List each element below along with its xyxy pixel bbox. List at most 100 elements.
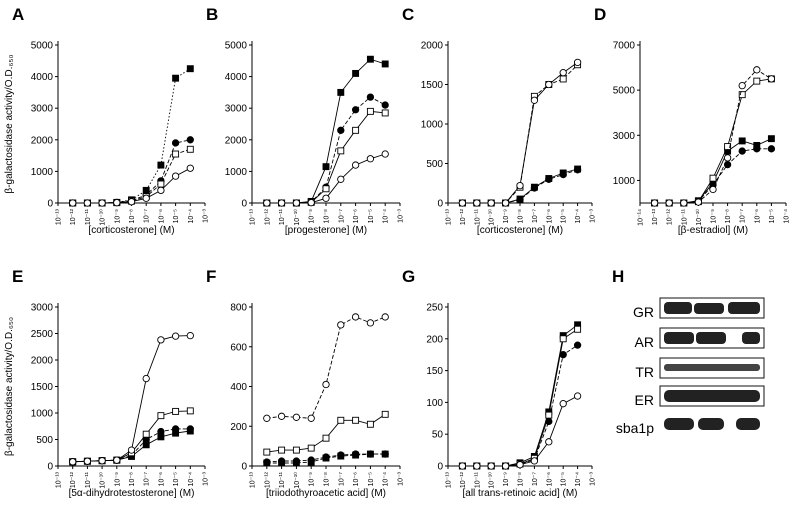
- x-tick-label: 10⁻⁶: [353, 209, 360, 223]
- marker: [307, 456, 315, 464]
- marker: [113, 199, 121, 207]
- marker: [157, 161, 165, 169]
- panel-letter: F: [206, 267, 216, 286]
- x-tick-label: 10⁻¹³: [56, 208, 63, 225]
- x-tick-label: 10⁻¹²: [460, 471, 467, 488]
- marker: [127, 198, 136, 206]
- x-tick-label: 10⁻¹³: [250, 471, 257, 488]
- marker: [530, 96, 539, 104]
- marker: [322, 380, 330, 389]
- x-tick-label: 10⁻¹⁴: [638, 209, 645, 226]
- x-tick-label: 10⁻³: [203, 471, 210, 485]
- marker: [322, 453, 330, 461]
- chart-panel: 0 500 1000 1500 2000 10⁻¹³ 10⁻¹² 10⁻¹¹ 10⁻¹⁰ 10⁻⁹…: [402, 5, 597, 236]
- marker: [172, 407, 180, 415]
- marker: [307, 199, 315, 207]
- y-tick-label: 150: [426, 366, 443, 377]
- marker: [724, 143, 732, 151]
- series-line: [266, 316, 386, 419]
- x-tick-label: 10⁻¹³: [446, 208, 453, 225]
- marker: [172, 74, 180, 82]
- marker: [381, 450, 389, 458]
- x-tick-label: 10⁻¹⁰: [488, 472, 496, 489]
- x-tick-label: 10⁻⁷: [532, 209, 539, 223]
- marker: [83, 457, 92, 465]
- x-tick-label: 10⁻¹³: [446, 471, 453, 488]
- panel-letter: H: [612, 267, 624, 286]
- marker: [186, 425, 194, 433]
- marker: [530, 457, 539, 465]
- marker: [530, 184, 539, 192]
- y-tick-label: 1000: [421, 120, 444, 131]
- marker: [83, 199, 92, 207]
- chart-panel: 0 200 400 600 800 10⁻¹³ 10⁻¹² 10⁻¹¹ 10⁻¹⁰ 10⁻⁹ 10⁻…: [206, 267, 405, 499]
- marker: [127, 446, 136, 454]
- x-tick-label: 10⁻⁴: [383, 472, 390, 487]
- marker: [650, 199, 659, 207]
- marker: [337, 416, 345, 424]
- marker: [142, 430, 150, 438]
- y-tick-label: 200: [230, 422, 247, 433]
- marker: [172, 150, 180, 158]
- marker: [307, 414, 315, 422]
- y-tick-label: 2000: [31, 356, 54, 367]
- x-tick-label: 10⁻⁷: [144, 472, 151, 486]
- marker: [263, 448, 271, 456]
- x-tick-label: 10⁻⁵: [561, 472, 568, 486]
- marker: [98, 457, 106, 465]
- marker: [473, 462, 481, 470]
- x-tick-label: 10⁻⁴: [575, 209, 582, 224]
- marker: [157, 180, 165, 188]
- y-tick-label: 4000: [31, 72, 54, 83]
- marker: [322, 434, 330, 442]
- x-axis-label: [5α-dihydrotestosterone] (M): [69, 488, 195, 499]
- y-tick-label: 500: [426, 159, 443, 170]
- x-tick-label: 10⁻⁴: [575, 472, 582, 487]
- y-tick-label: 0: [241, 462, 247, 473]
- marker: [738, 91, 746, 99]
- x-tick-label: 10⁻⁶: [158, 472, 165, 486]
- y-tick-label: 0: [47, 462, 53, 473]
- marker: [738, 147, 746, 155]
- x-tick-label: 10⁻⁵: [769, 209, 776, 223]
- series-line: [266, 413, 386, 453]
- marker: [753, 66, 761, 74]
- y-tick-label: 3000: [225, 104, 248, 115]
- y-tick-label: 1000: [613, 176, 636, 187]
- x-tick-label: 10⁻⁵: [561, 209, 568, 223]
- x-tick-label: 10⁻⁶: [754, 209, 761, 223]
- marker: [753, 77, 761, 85]
- x-tick-label: 10⁻¹²: [70, 471, 77, 488]
- y-tick-label: 400: [230, 382, 247, 393]
- x-tick-label: 10⁻⁴: [383, 209, 390, 224]
- x-tick-label: 10⁻⁹: [711, 209, 718, 223]
- marker: [277, 412, 286, 420]
- panel-letter: E: [12, 267, 23, 286]
- x-tick-label: 10⁻⁹: [503, 209, 510, 223]
- blot-label: GR: [633, 304, 654, 320]
- x-tick-label: 10⁻⁸: [518, 209, 525, 223]
- x-tick-label: 10⁻³: [590, 208, 597, 222]
- marker: [516, 461, 524, 469]
- marker: [680, 199, 688, 207]
- marker: [263, 414, 271, 422]
- y-tick-label: 3000: [31, 303, 54, 314]
- x-tick-label: 10⁻¹¹: [279, 471, 286, 488]
- marker: [307, 444, 315, 452]
- y-tick-label: 1000: [31, 167, 54, 178]
- x-tick-label: 10⁻⁶: [546, 209, 553, 223]
- x-tick-label: 10⁻¹¹: [681, 208, 688, 225]
- x-tick-label: 10⁻⁸: [518, 472, 525, 486]
- marker: [292, 199, 301, 207]
- x-tick-label: 10⁻³: [590, 471, 597, 485]
- marker: [458, 462, 467, 470]
- marker: [738, 81, 746, 90]
- marker: [337, 175, 345, 183]
- series-line: [72, 68, 191, 204]
- marker: [559, 75, 567, 83]
- y-tick-label: 2000: [421, 41, 444, 52]
- x-tick-label: 10⁻⁶: [158, 209, 165, 223]
- y-tick-label: 1500: [31, 382, 54, 393]
- marker: [559, 69, 567, 77]
